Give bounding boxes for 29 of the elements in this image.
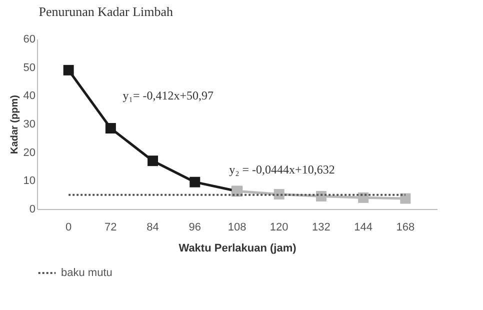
y-tick-label: 60 (23, 34, 36, 46)
annotation: y₁= -0,412x+50,97 (122, 88, 214, 103)
point (400, 193, 411, 204)
x-tick-label: 144 (354, 222, 372, 234)
x-tick-label: 120 (270, 222, 288, 234)
point (63, 64, 74, 76)
x-axis-title: Waktu Perlakuan (jam) (178, 242, 297, 254)
x-tick-label: 0 (66, 222, 72, 234)
y-tick-label: 50 (23, 62, 36, 74)
point (105, 123, 116, 134)
point (274, 189, 284, 200)
annotation: y₂ = -0,0444x+10,632 (229, 162, 335, 176)
x-tick-label: 84 (146, 222, 159, 234)
y-tick-label: 40 (23, 90, 36, 102)
y-tick-label: 30 (23, 118, 36, 130)
x-tick-label: 96 (188, 222, 202, 234)
y-tick-label: 0 (29, 204, 36, 216)
y-tick-label: 20 (23, 146, 36, 159)
y-tick-label: 10 (23, 175, 36, 188)
point (358, 192, 369, 203)
x-tick-label: 168 (396, 222, 415, 234)
x-tick-label: 72 (104, 222, 117, 234)
chart-title: Penurunan Kadar Limbah (38, 4, 174, 19)
point (190, 176, 200, 188)
x-tick-label: 108 (228, 222, 246, 234)
y-axis-title: Kadar (ppm) (9, 95, 20, 154)
point (148, 156, 158, 166)
legend-label: baku mutu (61, 267, 112, 279)
x-tick-label: 132 (312, 222, 330, 234)
